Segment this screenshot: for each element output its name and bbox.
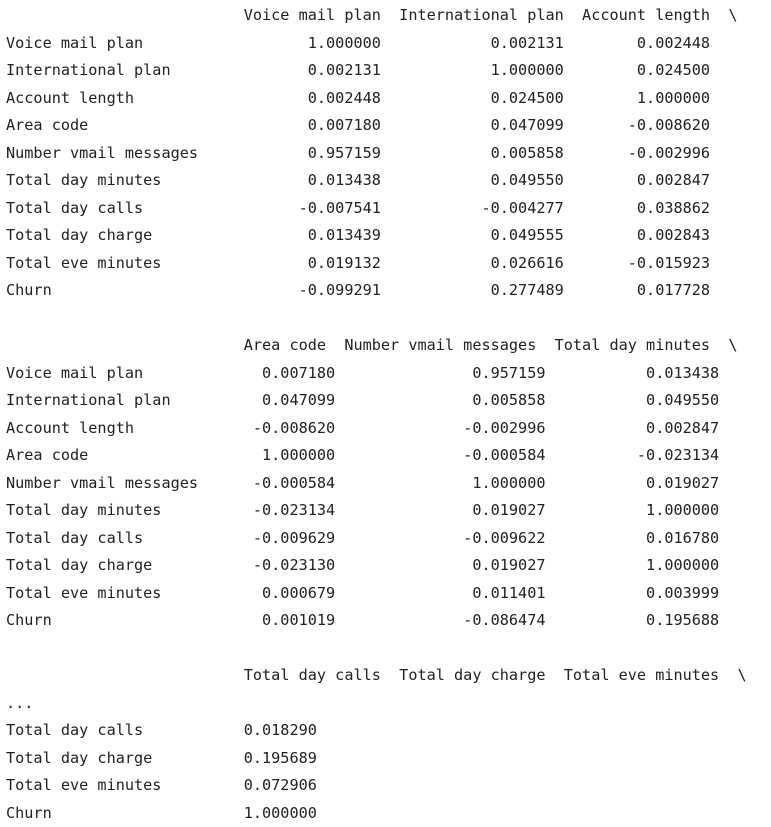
output-line: Total day charge -0.023130 0.019027 1.00… — [6, 556, 747, 574]
correlation-matrix-text: Voice mail plan International plan Accou… — [6, 2, 771, 827]
output-line: International plan 0.047099 0.005858 0.0… — [6, 391, 747, 409]
output-line: Voice mail plan 1.000000 0.002131 0.0024… — [6, 33, 738, 52]
output-line: Account length -0.008620 -0.002996 0.002… — [6, 418, 747, 437]
output-line: Churn -0.099291 0.277489 0.017728 — [6, 281, 738, 299]
output-line: Total day calls 0.018290 — [6, 721, 336, 739]
output-line: Area code 1.000000 -0.000584 -0.023134 — [6, 446, 747, 464]
output-line: Total day charge 0.195689 — [6, 748, 336, 767]
output-line: Total eve minutes 0.019132 0.026616 -0.0… — [6, 253, 738, 272]
output-line: Voice mail plan International plan Accou… — [6, 6, 738, 24]
output-line: International plan 0.002131 1.000000 0.0… — [6, 61, 738, 79]
output-line: Churn 1.000000 — [6, 803, 336, 822]
output-line: Total day calls Total day charge Total e… — [6, 666, 747, 684]
output-line: Area code 0.007180 0.047099 -0.008620 — [6, 116, 738, 134]
cell-output-area: Voice mail plan International plan Accou… — [6, 2, 771, 827]
output-line: Number vmail messages -0.000584 1.000000… — [6, 473, 747, 492]
output-line: Total day charge 0.013439 0.049555 0.002… — [6, 226, 738, 244]
output-line: Account length 0.002448 0.024500 1.00000… — [6, 88, 738, 107]
output-line: Total day minutes -0.023134 0.019027 1.0… — [6, 501, 747, 519]
output-line: Total eve minutes 0.072906 — [6, 776, 336, 794]
output-line: Voice mail plan 0.007180 0.957159 0.0134… — [6, 363, 747, 382]
output-line: Churn 0.001019 -0.086474 0.195688 — [6, 611, 747, 629]
output-line: Area code Number vmail messages Total da… — [6, 336, 738, 354]
output-line: Total eve minutes 0.000679 0.011401 0.00… — [6, 583, 747, 602]
output-line: Number vmail messages 0.957159 0.005858 … — [6, 143, 738, 162]
output-line: Total day minutes 0.013438 0.049550 0.00… — [6, 171, 738, 189]
output-line: ... — [6, 693, 34, 712]
output-line: Total day calls -0.007541 -0.004277 0.03… — [6, 198, 738, 217]
output-line: Total day calls -0.009629 -0.009622 0.01… — [6, 528, 747, 547]
